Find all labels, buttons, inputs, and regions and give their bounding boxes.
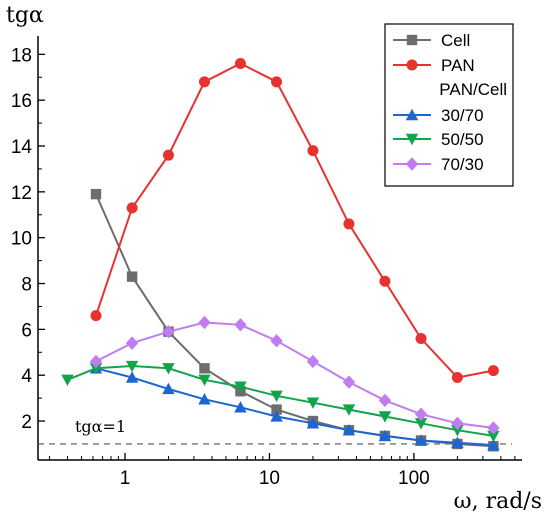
legend: Cell PAN PAN/Cell 30/70 50/50 70/30 bbox=[384, 23, 514, 187]
legend-label: 70/30 bbox=[441, 155, 484, 174]
legend-label: PAN bbox=[441, 56, 475, 75]
data-point bbox=[199, 363, 210, 374]
data-point bbox=[270, 410, 283, 422]
legend-marker bbox=[406, 59, 418, 71]
legend-marker bbox=[405, 133, 419, 146]
y-tick-label: 4 bbox=[21, 366, 32, 387]
data-point bbox=[342, 424, 356, 436]
legend-label: Cell bbox=[441, 31, 470, 50]
data-point bbox=[125, 360, 139, 373]
data-point bbox=[378, 429, 392, 442]
data-point bbox=[487, 365, 499, 377]
data-point bbox=[378, 393, 392, 408]
data-point bbox=[198, 374, 211, 386]
data-point bbox=[234, 318, 247, 332]
x-tick-label: 10 bbox=[259, 468, 280, 489]
series-line bbox=[95, 321, 494, 429]
data-point bbox=[234, 58, 246, 70]
legend-marker bbox=[406, 34, 418, 46]
data-point bbox=[451, 436, 464, 449]
y-axis-label: tgα bbox=[6, 3, 44, 28]
data-point bbox=[307, 145, 319, 157]
data-point bbox=[90, 188, 102, 200]
y-tick-label: 10 bbox=[11, 229, 32, 250]
series-cell bbox=[90, 188, 499, 452]
series-layer bbox=[61, 58, 500, 452]
data-point bbox=[162, 149, 174, 161]
axes: 2 4 6 8 10 12 14 16 18 1 10 100 tgα ω, rad/s bbox=[6, 3, 542, 514]
series-50-50 bbox=[61, 360, 500, 443]
data-point bbox=[451, 416, 464, 431]
x-axis-label: ω, rad/s bbox=[454, 489, 542, 514]
reference-line-group: tgα=1 bbox=[38, 417, 512, 445]
data-point bbox=[89, 363, 103, 375]
data-point bbox=[487, 430, 500, 443]
legend-marker bbox=[405, 157, 419, 171]
data-point bbox=[270, 390, 283, 403]
data-point bbox=[379, 275, 391, 287]
data-point bbox=[487, 421, 500, 435]
data-point bbox=[162, 382, 175, 395]
series-70-30 bbox=[89, 315, 500, 435]
data-point bbox=[415, 333, 427, 345]
data-point bbox=[451, 425, 464, 437]
data-point bbox=[90, 310, 102, 322]
x-tick-label: 1 bbox=[120, 468, 131, 489]
legend-item: 30/70 bbox=[393, 106, 484, 125]
data-point bbox=[378, 411, 392, 423]
series-line bbox=[95, 62, 494, 379]
data-point bbox=[306, 397, 320, 409]
y-tick-label: 16 bbox=[11, 91, 32, 112]
reference-line-label: tgα=1 bbox=[75, 417, 126, 436]
data-point bbox=[271, 76, 283, 88]
series-line bbox=[95, 367, 494, 447]
data-point bbox=[198, 315, 211, 330]
data-point bbox=[198, 76, 210, 88]
data-point bbox=[198, 393, 211, 405]
y-tick-label: 14 bbox=[11, 137, 33, 158]
y-tick-label: 2 bbox=[21, 412, 32, 433]
series-line bbox=[95, 193, 494, 448]
data-point bbox=[125, 371, 139, 383]
data-point bbox=[61, 374, 74, 386]
data-point bbox=[125, 336, 139, 350]
legend-item: 50/50 bbox=[393, 130, 484, 149]
y-tick-label: 8 bbox=[21, 275, 32, 296]
data-point bbox=[271, 404, 282, 415]
x-tick-label: 100 bbox=[398, 468, 430, 489]
legend-label: 50/50 bbox=[441, 130, 484, 149]
series-pan bbox=[90, 58, 499, 383]
data-point bbox=[487, 438, 500, 451]
legend-marker bbox=[405, 108, 419, 121]
legend-box bbox=[384, 23, 514, 187]
data-point bbox=[126, 202, 138, 214]
y-tick-label: 12 bbox=[11, 183, 32, 204]
data-point bbox=[343, 218, 355, 230]
data-point bbox=[162, 324, 175, 339]
data-point bbox=[306, 354, 320, 369]
data-point bbox=[306, 417, 320, 429]
legend-item: 70/30 bbox=[393, 155, 484, 174]
legend-label: 30/70 bbox=[441, 106, 484, 125]
y-tick-label: 6 bbox=[21, 320, 32, 341]
data-point bbox=[342, 404, 356, 416]
data-point bbox=[270, 334, 283, 348]
data-point bbox=[234, 381, 247, 393]
data-point bbox=[89, 354, 103, 369]
data-point bbox=[342, 375, 356, 389]
legend-item: Cell bbox=[393, 31, 470, 50]
data-point bbox=[414, 407, 428, 421]
data-point bbox=[162, 363, 175, 375]
y-tick-label: 18 bbox=[11, 45, 32, 66]
data-point bbox=[414, 434, 428, 446]
legend-group-title: PAN/Cell bbox=[439, 80, 507, 99]
data-point bbox=[451, 371, 463, 383]
data-point bbox=[126, 271, 138, 282]
legend-item: PAN bbox=[393, 56, 475, 75]
series-30-70 bbox=[89, 362, 500, 451]
data-point bbox=[234, 401, 247, 413]
data-point bbox=[414, 418, 428, 430]
